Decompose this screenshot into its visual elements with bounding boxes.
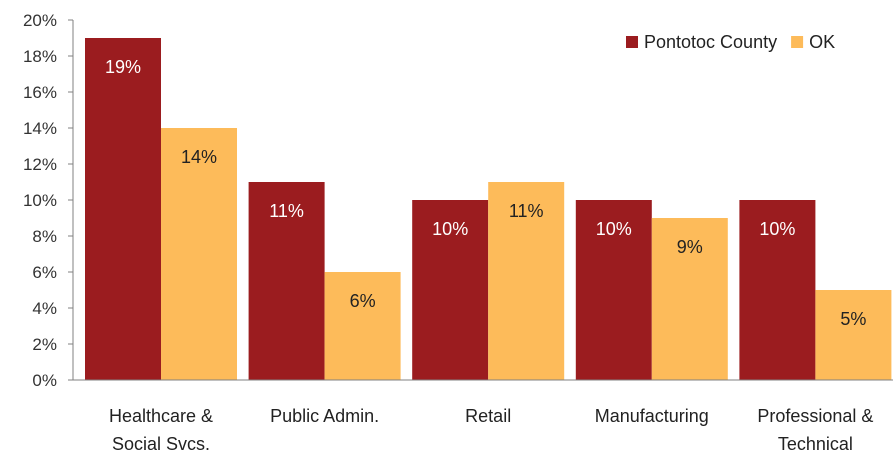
legend-swatch [626,36,638,48]
bar [488,182,565,380]
bar-value-label: 9% [677,237,703,257]
bar-value-label: 6% [350,291,376,311]
y-tick-label: 10% [23,191,57,210]
bar [85,38,161,380]
y-axis: 0% 2% 4% 6% 8% 10% 12% 14% 16% 18% 20% [23,11,74,390]
y-tick-label: 14% [23,119,57,138]
bar-value-label: 10% [759,219,795,239]
bar-value-label: 5% [840,309,866,329]
data-labels: 19% 14% 11% 6% 10% 11% 10% 9% 10% 5% [105,57,866,329]
x-axis: Healthcare & Social Svcs. Public Admin. Ret… [73,379,893,454]
bar [161,128,237,380]
bar [324,272,401,380]
legend-label: Pontotoc County [644,32,777,52]
y-tick-label: 4% [32,299,57,318]
bar [739,200,816,380]
bar [575,200,652,380]
y-tick-label: 20% [23,11,57,30]
x-category-label: Manufacturing [595,406,709,426]
legend-swatch [791,36,804,48]
bar-value-label: 10% [596,219,632,239]
y-tick-label: 12% [23,155,57,174]
bar-value-label: 19% [105,57,141,77]
bar [815,290,892,380]
y-tick-label: 16% [23,83,57,102]
x-category-label: Social Svcs. [112,434,210,454]
bar-value-label: 14% [181,147,217,167]
legend-label: OK [809,32,835,52]
y-tick-label: 18% [23,47,57,66]
bar [412,200,489,380]
bar [651,218,728,380]
bar-value-label: 11% [509,201,544,221]
x-category-label: Technical [778,434,853,454]
x-category-label: Public Admin. [270,406,379,426]
x-category-label: Retail [465,406,511,426]
legend: Pontotoc County OK [626,32,835,52]
bars [85,38,892,380]
y-tick-label: 0% [32,371,57,390]
y-tick-label: 6% [32,263,57,282]
bar-value-label: 10% [432,219,468,239]
bar [248,182,325,380]
y-tick-label: 2% [32,335,57,354]
x-category-label: Healthcare & [109,406,213,426]
x-category-label: Professional & [757,406,873,426]
bar-value-label: 11% [269,201,304,221]
y-tick-label: 8% [32,227,57,246]
